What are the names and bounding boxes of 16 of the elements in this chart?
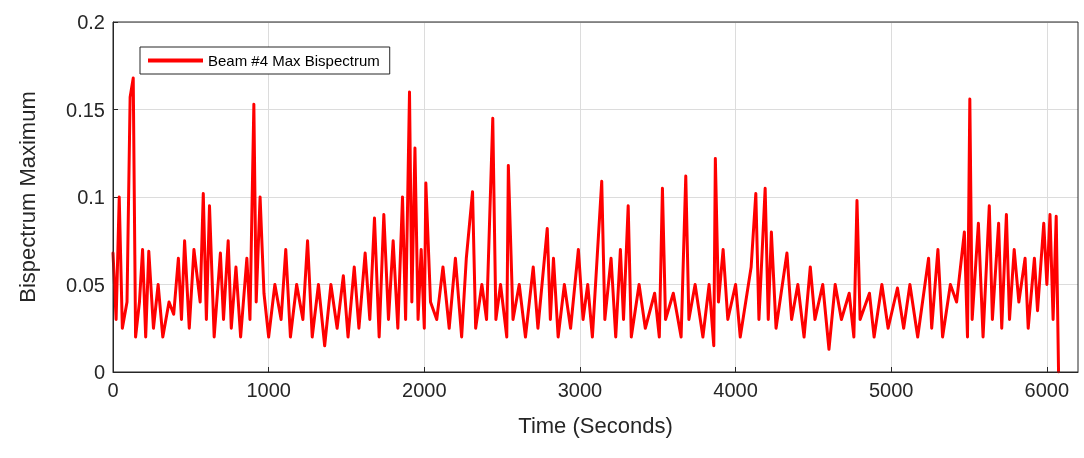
y-axis-title: Bispectrum Maximum xyxy=(14,91,40,303)
line-series xyxy=(111,76,1061,374)
x-tick-label: 0 xyxy=(107,379,119,401)
x-tick-label: 6000 xyxy=(1024,379,1070,401)
y-tick-label: 0.2 xyxy=(77,11,105,33)
y-tick-label: 0 xyxy=(93,361,105,383)
x-tick-label: 1000 xyxy=(246,379,291,401)
x-tick-label: 5000 xyxy=(868,379,914,401)
y-tick-label: 0.1 xyxy=(77,186,105,208)
legend-label: Beam #4 Max Bispectrum xyxy=(208,52,380,69)
x-tick-label: 2000 xyxy=(402,379,447,401)
y-tick-label: 0.05 xyxy=(66,273,105,296)
x-axis-title: Time (Seconds) xyxy=(518,412,673,438)
x-tick-label: 3000 xyxy=(557,379,603,401)
y-tick-label: 0.15 xyxy=(66,98,105,121)
x-tick-label: 4000 xyxy=(713,379,758,401)
